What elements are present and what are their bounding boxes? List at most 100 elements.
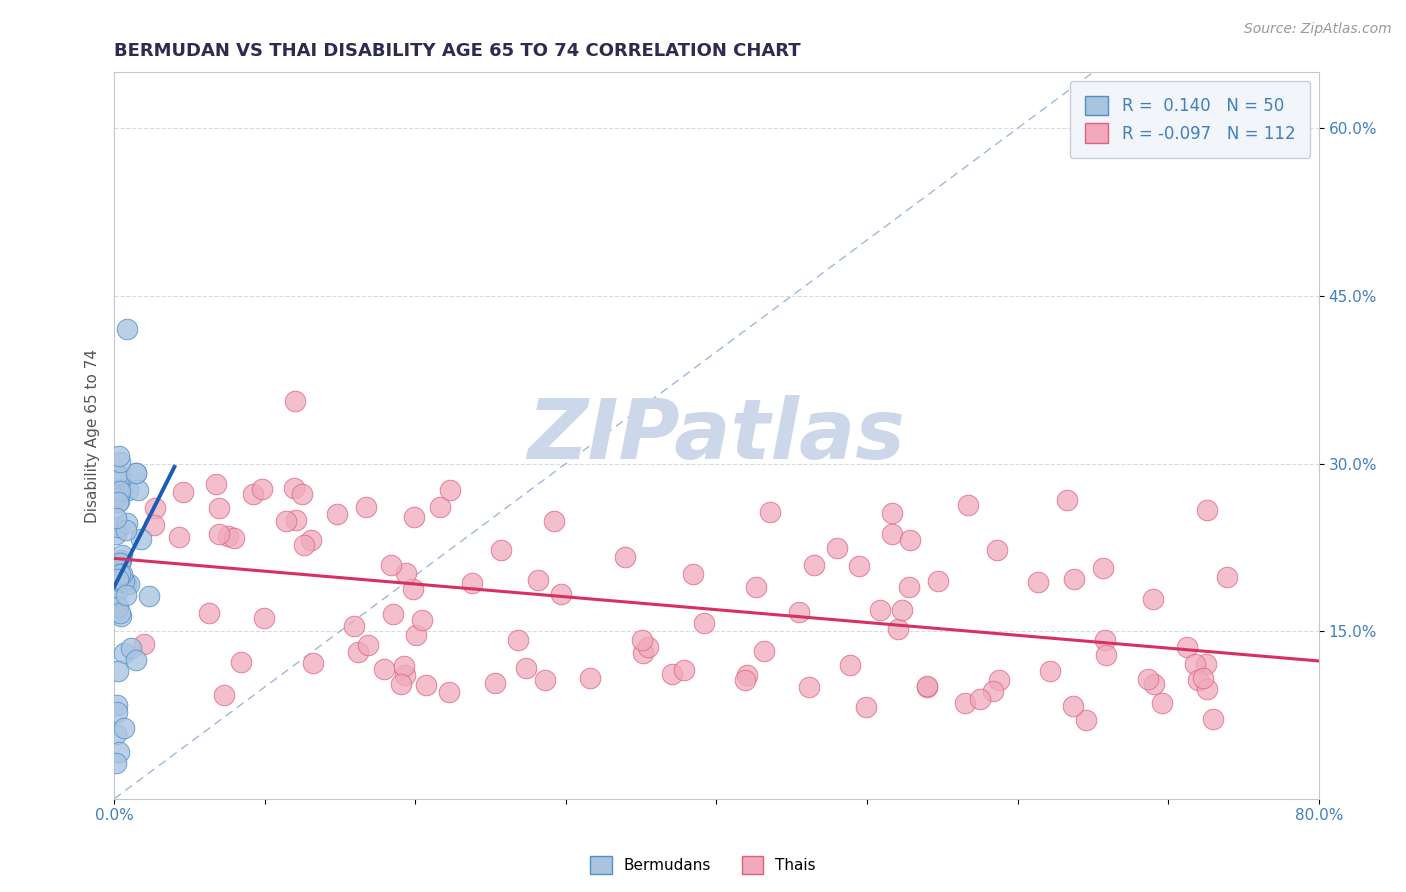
Point bbox=[250, 482, 273, 496]
Point bbox=[661, 667, 683, 681]
Point bbox=[880, 506, 903, 520]
Point bbox=[382, 607, 405, 622]
Y-axis label: Disability Age 65 to 74: Disability Age 65 to 74 bbox=[86, 349, 100, 523]
Point bbox=[1187, 673, 1209, 688]
Point bbox=[515, 660, 537, 674]
Point bbox=[104, 569, 127, 583]
Point bbox=[142, 518, 165, 533]
Point bbox=[108, 494, 131, 508]
Point bbox=[380, 558, 402, 572]
Point bbox=[292, 537, 315, 551]
Legend: R =  0.140   N = 50, R = -0.097   N = 112: R = 0.140 N = 50, R = -0.097 N = 112 bbox=[1070, 81, 1310, 158]
Point bbox=[285, 513, 308, 527]
Point bbox=[1056, 492, 1078, 507]
Point bbox=[169, 530, 191, 544]
Point bbox=[953, 696, 976, 710]
Point bbox=[1137, 672, 1160, 686]
Point bbox=[1094, 648, 1116, 663]
Point bbox=[114, 577, 136, 591]
Point bbox=[115, 588, 138, 602]
Point bbox=[108, 567, 131, 582]
Point bbox=[803, 558, 825, 572]
Point bbox=[405, 627, 427, 641]
Point bbox=[631, 633, 654, 648]
Point bbox=[111, 549, 134, 563]
Point bbox=[394, 566, 416, 581]
Point bbox=[118, 577, 141, 591]
Point bbox=[107, 572, 129, 586]
Point bbox=[1092, 561, 1115, 575]
Point bbox=[105, 698, 128, 713]
Point bbox=[108, 607, 131, 621]
Point bbox=[1076, 713, 1098, 727]
Text: BERMUDAN VS THAI DISABILITY AGE 65 TO 74 CORRELATION CHART: BERMUDAN VS THAI DISABILITY AGE 65 TO 74… bbox=[114, 42, 801, 60]
Point bbox=[117, 483, 139, 497]
Point bbox=[429, 500, 451, 514]
Point bbox=[897, 580, 920, 594]
Point bbox=[672, 664, 695, 678]
Point bbox=[735, 667, 758, 681]
Point bbox=[138, 589, 160, 603]
Point bbox=[752, 643, 775, 657]
Point bbox=[988, 673, 1011, 687]
Point bbox=[129, 532, 152, 546]
Point bbox=[299, 533, 322, 547]
Point bbox=[108, 449, 131, 463]
Point bbox=[110, 483, 132, 497]
Point bbox=[284, 393, 307, 408]
Point bbox=[107, 520, 129, 534]
Point bbox=[439, 483, 461, 497]
Point bbox=[1152, 696, 1174, 710]
Point bbox=[461, 576, 484, 591]
Point bbox=[105, 585, 128, 599]
Point bbox=[110, 575, 132, 590]
Point bbox=[112, 721, 135, 735]
Point bbox=[402, 582, 425, 597]
Point bbox=[981, 683, 1004, 698]
Point bbox=[392, 658, 415, 673]
Point bbox=[986, 543, 1008, 558]
Point bbox=[302, 656, 325, 670]
Point bbox=[124, 653, 146, 667]
Point bbox=[107, 745, 129, 759]
Point bbox=[274, 514, 297, 528]
Point bbox=[110, 609, 132, 624]
Point bbox=[104, 605, 127, 619]
Point bbox=[105, 756, 128, 771]
Point bbox=[411, 613, 433, 627]
Point bbox=[550, 587, 572, 601]
Point bbox=[283, 481, 305, 495]
Point bbox=[105, 706, 128, 720]
Point bbox=[110, 556, 132, 570]
Point bbox=[1195, 503, 1218, 517]
Point bbox=[108, 469, 131, 483]
Point bbox=[880, 527, 903, 541]
Point bbox=[1062, 699, 1084, 714]
Point bbox=[693, 615, 716, 630]
Point bbox=[354, 500, 377, 514]
Point bbox=[745, 580, 768, 594]
Point bbox=[898, 533, 921, 548]
Point bbox=[578, 671, 600, 685]
Point bbox=[838, 658, 860, 673]
Point bbox=[534, 673, 557, 687]
Point bbox=[107, 665, 129, 679]
Point bbox=[927, 574, 949, 589]
Point bbox=[1195, 657, 1218, 671]
Point bbox=[172, 484, 194, 499]
Point bbox=[347, 645, 370, 659]
Point bbox=[217, 529, 239, 543]
Point bbox=[957, 498, 980, 512]
Point bbox=[484, 676, 506, 690]
Point bbox=[373, 662, 395, 676]
Point bbox=[969, 691, 991, 706]
Point bbox=[125, 467, 148, 481]
Point bbox=[104, 571, 127, 585]
Point bbox=[404, 510, 426, 524]
Point bbox=[115, 322, 138, 336]
Point bbox=[205, 477, 228, 491]
Legend: Bermudans, Thais: Bermudans, Thais bbox=[583, 850, 823, 880]
Point bbox=[197, 606, 219, 620]
Text: Source: ZipAtlas.com: Source: ZipAtlas.com bbox=[1244, 22, 1392, 37]
Point bbox=[212, 688, 235, 702]
